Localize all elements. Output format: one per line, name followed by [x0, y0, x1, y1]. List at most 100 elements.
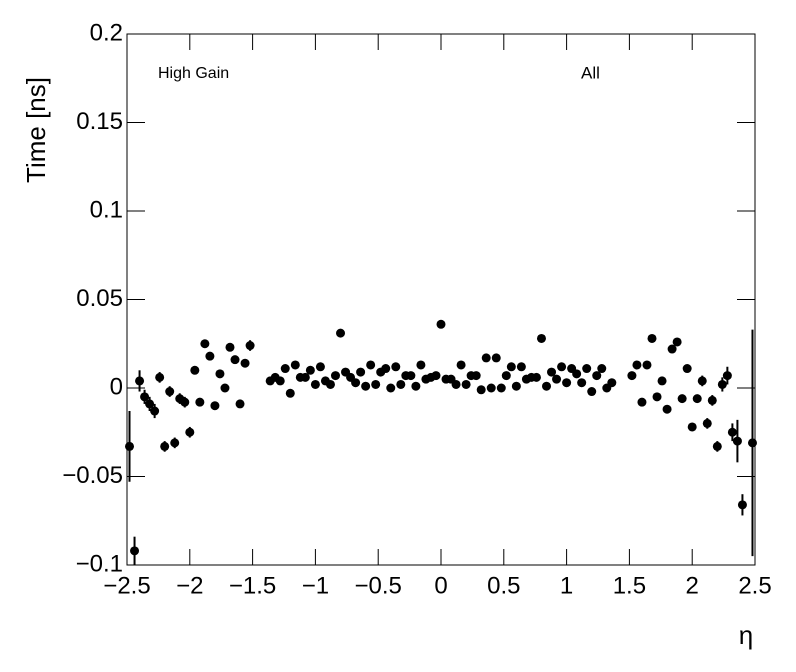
point: [310, 379, 320, 389]
point: [707, 395, 717, 405]
point: [516, 362, 526, 372]
y-tick-label: 0.15: [76, 108, 123, 135]
point: [511, 381, 521, 391]
x-tick-label: 2: [686, 572, 699, 599]
point: [160, 441, 170, 451]
point: [587, 387, 597, 397]
point: [436, 319, 446, 329]
point: [325, 379, 335, 389]
point: [170, 438, 180, 448]
x-tick-label: −1: [302, 572, 329, 599]
point: [431, 371, 441, 381]
y-tick-label: 0.2: [90, 19, 123, 46]
point: [145, 399, 155, 409]
point: [562, 378, 572, 388]
point: [351, 378, 361, 388]
point: [542, 381, 552, 391]
point: [285, 388, 295, 398]
y-axis-label: Time [ns]: [21, 77, 51, 183]
point: [717, 379, 727, 389]
point: [672, 337, 682, 347]
point: [702, 418, 712, 428]
point: [125, 441, 135, 451]
point: [712, 441, 722, 451]
point: [747, 438, 757, 448]
point: [225, 342, 235, 352]
point: [451, 379, 461, 389]
point: [180, 397, 190, 407]
x-tick-label: 1: [560, 572, 573, 599]
point: [300, 372, 310, 382]
point: [657, 376, 667, 386]
point: [315, 362, 325, 372]
point: [597, 364, 607, 374]
x-tick-label: 1.5: [613, 572, 646, 599]
point: [607, 378, 617, 388]
point: [557, 362, 567, 372]
point: [471, 371, 481, 381]
point: [501, 371, 511, 381]
point: [215, 369, 225, 379]
point: [305, 365, 315, 375]
x-tick-label: 0: [434, 572, 447, 599]
annotation: All: [581, 63, 600, 82]
point: [531, 372, 541, 382]
point: [547, 367, 557, 377]
point: [235, 399, 245, 409]
x-tick-label: −2.5: [103, 572, 150, 599]
point: [552, 374, 562, 384]
point: [582, 364, 592, 374]
x-tick-label: 2.5: [738, 572, 771, 599]
point: [371, 379, 381, 389]
point: [456, 360, 466, 370]
y-tick-label: −0.1: [76, 550, 123, 577]
x-axis-label: η: [739, 620, 753, 650]
annotation: High Gain: [158, 65, 229, 82]
point: [150, 406, 160, 416]
point: [185, 427, 195, 437]
point: [396, 379, 406, 389]
point: [697, 376, 707, 386]
point: [411, 381, 421, 391]
point: [732, 436, 742, 446]
point: [476, 385, 486, 395]
point: [135, 376, 145, 386]
point: [391, 362, 401, 372]
point: [336, 328, 346, 338]
point: [361, 381, 371, 391]
point: [330, 371, 340, 381]
point: [275, 376, 285, 386]
point: [536, 333, 546, 343]
point: [652, 392, 662, 402]
point: [647, 333, 657, 343]
point: [155, 372, 165, 382]
point: [637, 397, 647, 407]
point: [677, 394, 687, 404]
point: [210, 401, 220, 411]
point: [280, 364, 290, 374]
point: [667, 344, 677, 354]
point: [416, 360, 426, 370]
point: [245, 341, 255, 351]
point: [627, 371, 637, 381]
point: [722, 371, 732, 381]
point: [200, 339, 210, 349]
point: [195, 397, 205, 407]
y-tick-label: 0.05: [76, 285, 123, 312]
point: [692, 394, 702, 404]
point: [165, 387, 175, 397]
point: [386, 383, 396, 393]
y-tick-label: 0.1: [90, 196, 123, 223]
x-tick-label: −2: [176, 572, 203, 599]
point: [687, 422, 697, 432]
point: [592, 371, 602, 381]
point: [230, 355, 240, 365]
point: [491, 353, 501, 363]
y-tick-label: −0.05: [62, 462, 123, 489]
point: [662, 404, 672, 414]
point: [496, 383, 506, 393]
x-tick-label: −0.5: [355, 572, 402, 599]
point: [205, 351, 215, 361]
